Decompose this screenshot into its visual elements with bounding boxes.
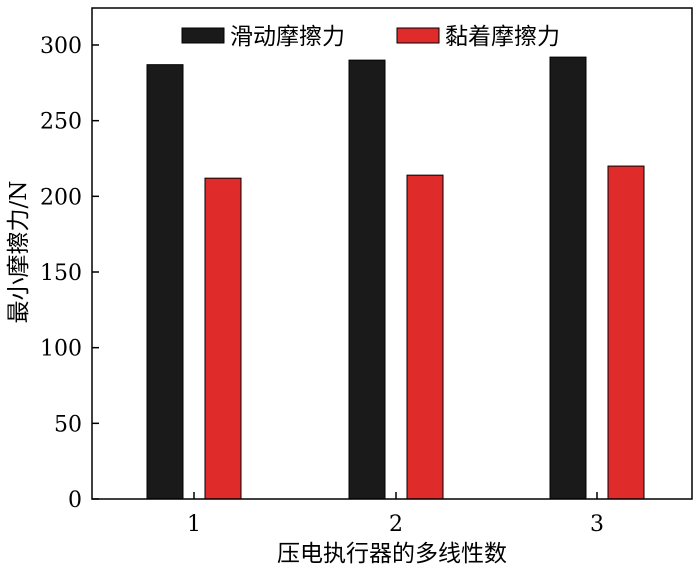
bar-adhesive-friction-3 [607, 165, 645, 500]
x-tick-label: 1 [187, 512, 201, 537]
y-tick-label: 0 [68, 488, 82, 513]
y-tick-label: 250 [40, 110, 82, 135]
bar-sliding-friction-2 [348, 59, 386, 500]
legend: 滑动摩擦力 黏着摩擦力 [181, 24, 560, 50]
y-tick-label: 100 [40, 337, 82, 362]
y-axis-ticks: 0 50 100 150 200 250 300 [40, 34, 99, 513]
y-tick-label: 300 [40, 34, 82, 59]
legend-swatch-sliding-friction [181, 27, 225, 44]
bar-sliding-friction-3 [549, 56, 587, 500]
bars [146, 56, 645, 500]
x-tick-label: 2 [389, 512, 403, 537]
x-axis-title: 压电执行器的多线性数 [277, 541, 507, 567]
x-tick-label: 3 [590, 512, 604, 537]
bar-adhesive-friction-1 [204, 177, 242, 500]
x-axis-ticks: 1 2 3 [187, 492, 604, 537]
bar-adhesive-friction-2 [406, 174, 444, 500]
y-tick-label: 200 [40, 185, 82, 210]
plot-frame [91, 7, 693, 500]
legend-label-sliding-friction: 滑动摩擦力 [230, 24, 345, 50]
bar-sliding-friction-1 [146, 64, 184, 500]
legend-swatch-adhesive-friction [396, 27, 440, 44]
y-tick-label: 50 [54, 412, 82, 437]
legend-label-adhesive-friction: 黏着摩擦力 [445, 24, 560, 50]
y-axis-title: 最小摩擦力/N [6, 181, 32, 324]
y-tick-label: 150 [40, 261, 82, 286]
